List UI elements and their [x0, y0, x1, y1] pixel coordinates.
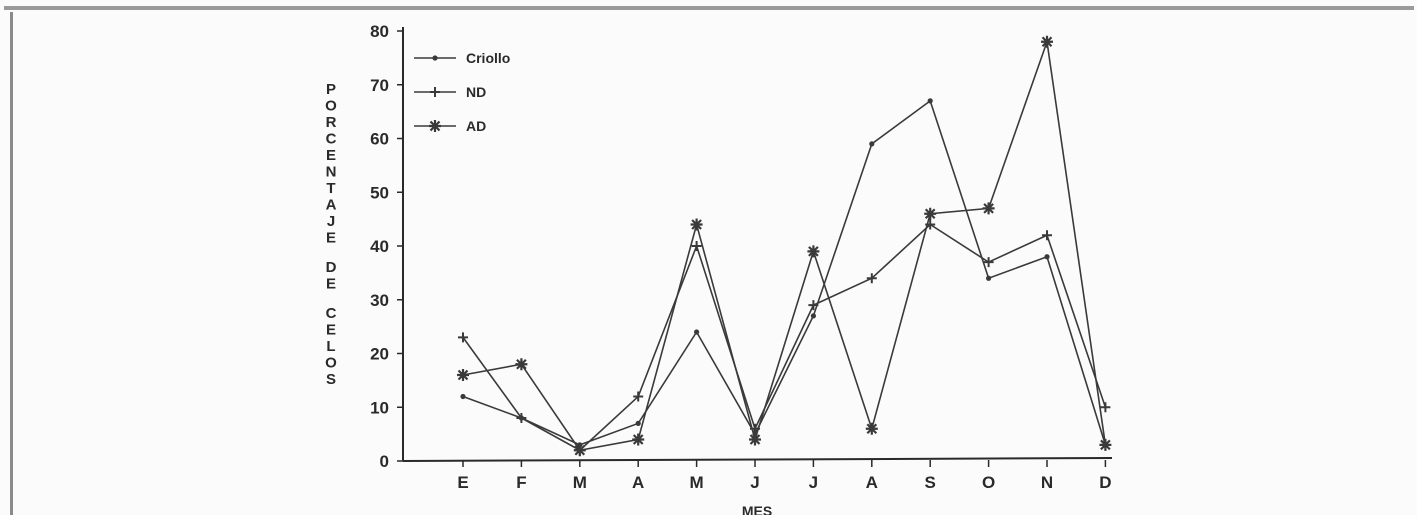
y-axis-title-char: J — [327, 213, 335, 230]
point-marker — [458, 332, 468, 343]
frame-left-border — [10, 12, 13, 515]
x-tick-label: F — [516, 473, 526, 492]
y-axis-title-char: A — [326, 197, 337, 214]
y-axis-title-char: E — [326, 322, 336, 339]
point-marker — [460, 393, 466, 400]
y-axis-title-char: O — [325, 355, 337, 372]
frame-top-border — [4, 6, 1414, 10]
axes — [397, 27, 1113, 467]
x-tick-label: A — [866, 473, 878, 492]
y-tick-label: 30 — [370, 291, 389, 310]
point-marker — [515, 358, 528, 371]
x-tick-label: J — [750, 473, 759, 492]
point-marker — [516, 413, 527, 423]
y-tick-label: 0 — [380, 452, 389, 471]
legend-label: Criollo — [466, 50, 510, 66]
point-marker — [1044, 254, 1050, 260]
point-marker — [1041, 35, 1053, 48]
x-tick-label: D — [1099, 473, 1111, 492]
point-marker — [808, 300, 819, 311]
legend-item: AD — [414, 118, 486, 134]
y-axis-title-char: E — [326, 147, 336, 164]
y-axis-title-char: L — [326, 338, 335, 355]
legend-item: Criollo — [414, 50, 510, 66]
y-tick-label: 80 — [370, 22, 389, 41]
y-axis-title-char: R — [326, 114, 337, 131]
y-axis-title-char: S — [326, 371, 336, 388]
x-axis-title: MES — [742, 503, 772, 515]
point-marker — [807, 245, 820, 258]
y-axis-title-char: E — [326, 276, 336, 293]
y-tick-label: 20 — [370, 345, 389, 364]
point-marker — [1042, 230, 1052, 241]
x-tick-label: S — [925, 473, 936, 492]
point-marker — [869, 141, 875, 147]
x-tick-label: J — [809, 473, 818, 492]
point-marker — [749, 433, 761, 446]
y-axis-title-char: D — [326, 259, 337, 276]
y-axis-title-char: E — [326, 230, 336, 247]
point-marker — [691, 241, 702, 251]
y-tick-label: 10 — [370, 398, 389, 417]
x-tick-label: N — [1041, 473, 1053, 492]
point-marker — [457, 369, 469, 381]
legend: Criollo ND AD — [414, 50, 510, 134]
point-marker — [694, 329, 700, 335]
point-marker — [690, 218, 703, 231]
series-line — [462, 223, 1107, 452]
y-tick-label: 60 — [370, 130, 389, 149]
point-marker — [1099, 438, 1112, 451]
series-line — [462, 99, 1107, 446]
x-tick-label: M — [573, 473, 587, 492]
series-ad — [457, 35, 1112, 457]
point-marker — [632, 433, 645, 446]
x-tick-label: O — [982, 473, 995, 492]
point-marker — [430, 87, 440, 97]
legend-label: ND — [466, 84, 486, 100]
point-marker — [927, 98, 933, 104]
x-tick-label: M — [690, 473, 704, 492]
y-axis-title-char: C — [326, 131, 337, 148]
point-marker — [429, 120, 441, 132]
point-marker — [983, 257, 994, 268]
x-tick-label: A — [632, 473, 644, 492]
x-tick-label: E — [457, 473, 468, 492]
point-marker — [924, 207, 937, 220]
series — [457, 35, 1112, 457]
y-axis-title-char: T — [326, 180, 335, 197]
legend-label: AD — [466, 118, 486, 134]
point-marker — [866, 273, 877, 284]
y-axis-title-char: C — [326, 305, 337, 322]
y-axis-title-char: O — [325, 98, 337, 115]
y-tick-label: 70 — [370, 76, 389, 95]
point-marker — [865, 422, 878, 435]
point-marker — [982, 202, 995, 215]
point-marker — [635, 420, 641, 426]
y-axis-title-char: N — [326, 164, 337, 181]
y-tick-labels: 0 10 20 30 40 50 60 70 80 — [370, 22, 389, 471]
series-line — [462, 41, 1107, 452]
y-axis-title-char: P — [326, 81, 336, 98]
point-marker — [810, 313, 817, 319]
point-marker — [432, 55, 438, 61]
series-nd — [458, 219, 1111, 456]
point-marker — [633, 391, 644, 402]
y-tick-label: 40 — [370, 237, 389, 256]
point-marker — [573, 444, 586, 457]
y-tick-label: 50 — [370, 183, 389, 202]
point-marker — [986, 275, 992, 281]
point-marker — [1100, 402, 1111, 413]
x-axis-line — [402, 457, 1113, 462]
series-criollo — [460, 98, 1108, 448]
legend-item: ND — [414, 84, 486, 100]
